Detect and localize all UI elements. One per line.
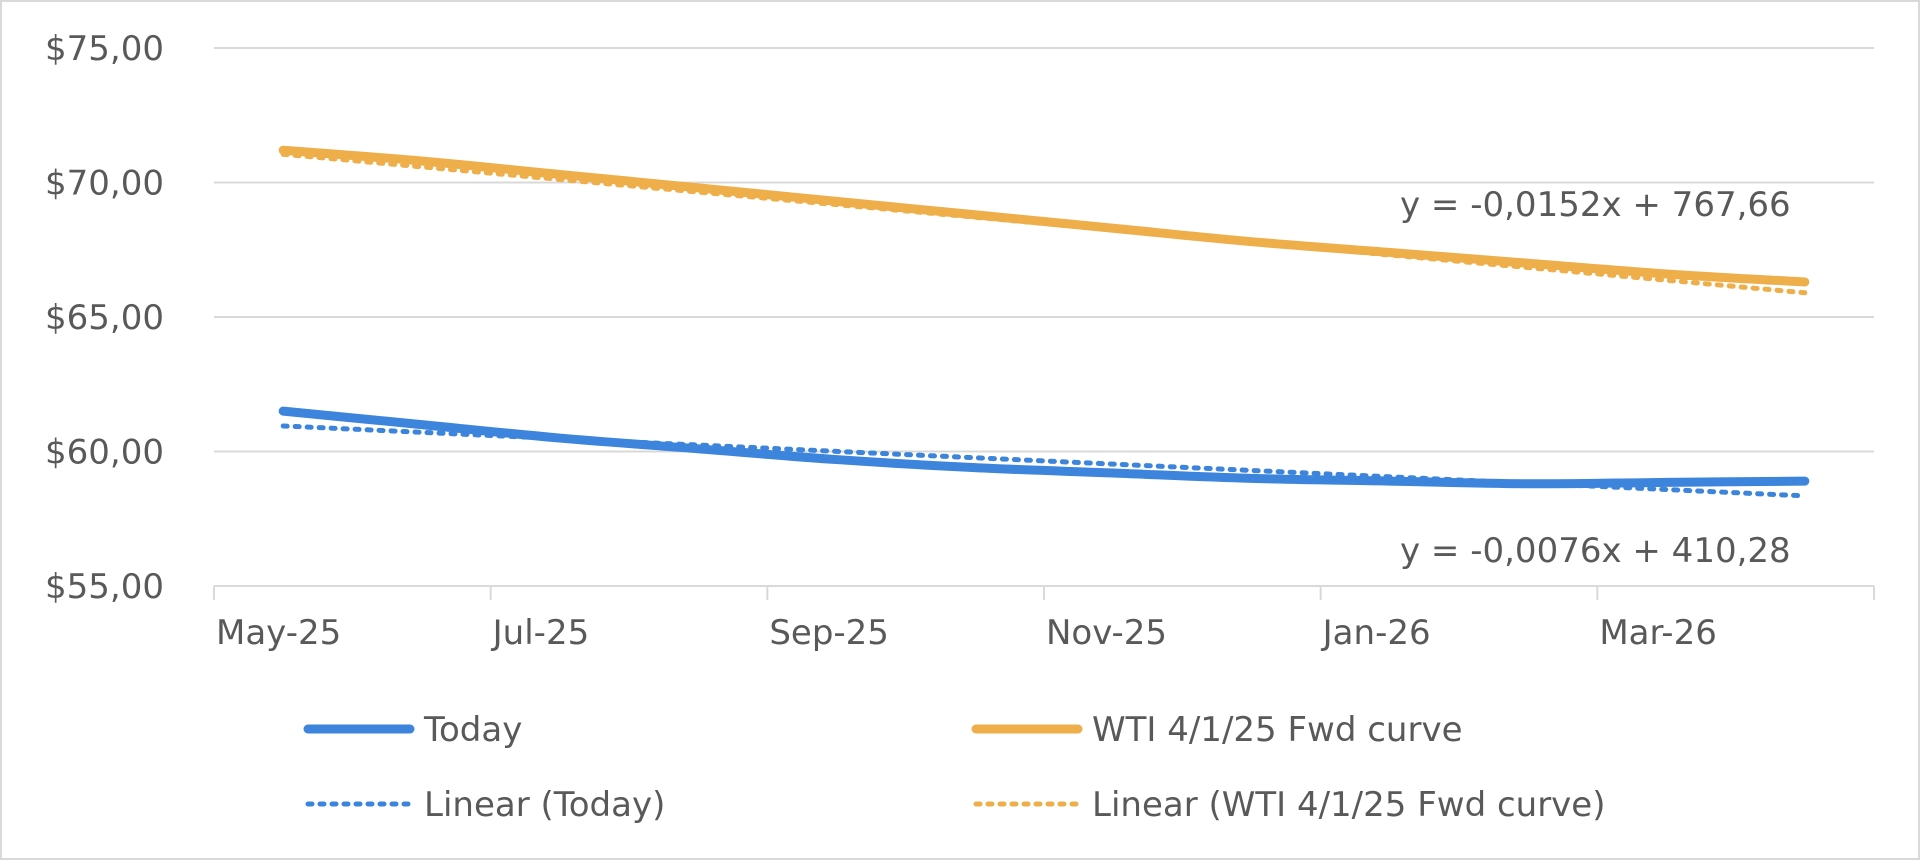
y-tick-label: $65,00 [45,298,164,338]
series-line-wti-fwd-curve [278,145,1810,287]
trendline-wti-fwd-curve [280,151,1808,296]
y-tick-label: $55,00 [45,567,164,607]
y-tick-label: $60,00 [45,433,164,473]
legend-linear-wti-label: Linear (WTI 4/1/25 Fwd curve) [1092,785,1606,825]
legend-today-label: Today [423,710,522,750]
x-tick-label: Mar-26 [1599,613,1717,653]
y-tick-label: $70,00 [45,164,164,204]
x-axis: May-25 Jul-25 Sep-25 Nov-25 Jan-26 Mar-26 [213,585,1875,653]
legend-linear-today-label: Linear (Today) [424,785,665,825]
x-tick-label: Jan-26 [1321,613,1431,653]
y-tick-label: $75,00 [45,29,164,69]
x-tick-label: May-25 [216,613,341,653]
gridlines [214,47,1874,453]
trendline-equations: y = -0,0152x + 767,66 y = -0,0076x + 410,… [1400,185,1791,571]
x-tick-label: Nov-25 [1046,613,1167,653]
x-tick-label: Jul-25 [491,613,590,653]
y-axis: $75,00 $70,00 $65,00 $60,00 $55,00 [45,29,164,607]
series-lines [278,145,1810,489]
series-line-today [278,406,1810,489]
trendline-equation-wti: y = -0,0152x + 767,66 [1400,185,1791,225]
trendline-equation-today: y = -0,0076x + 410,28 [1400,531,1791,571]
legend: Today WTI 4/1/25 Fwd curve Linear (Today) L… [303,710,1606,825]
legend-wti-fwd-curve-label: WTI 4/1/25 Fwd curve [1092,710,1462,750]
x-tick-label: Sep-25 [769,613,889,653]
